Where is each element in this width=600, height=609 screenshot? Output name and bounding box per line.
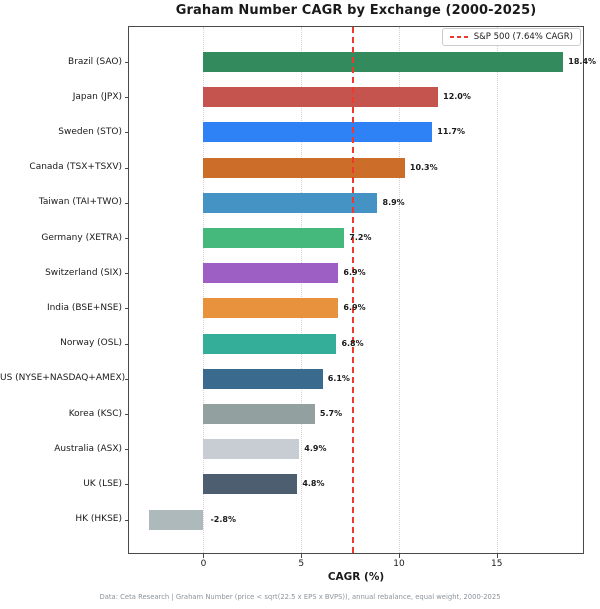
y-tick-label: Korea (KSC) <box>68 408 122 419</box>
y-tick-mark <box>125 343 128 345</box>
y-tick-mark <box>125 273 128 275</box>
bar-value-label: -2.8% <box>210 514 236 524</box>
bar <box>203 228 345 248</box>
bar <box>203 52 564 72</box>
y-tick-label: Brazil (SAO) <box>68 56 122 67</box>
bar-value-label: 18.4% <box>568 57 597 66</box>
x-tick-mark <box>399 554 401 558</box>
y-tick-mark <box>125 519 128 521</box>
y-tick-label: Australia (ASX) <box>54 443 122 454</box>
x-tick-label: 15 <box>491 559 503 569</box>
y-tick-label: HK (HKSE) <box>75 514 122 525</box>
bar-value-label: 8.9% <box>382 197 405 207</box>
bar <box>203 474 298 495</box>
y-tick-mark <box>125 62 128 63</box>
bar <box>203 404 315 424</box>
x-tick-mark <box>496 554 498 558</box>
x-tick-label: 0 <box>200 559 207 569</box>
bar-value-label: 6.9% <box>343 268 366 278</box>
y-tick-label: Switzerland (SIX) <box>45 267 122 278</box>
bar <box>203 192 378 213</box>
bar <box>203 298 339 319</box>
bar-value-label: 7.2% <box>349 233 372 242</box>
x-tick-label: 5 <box>298 559 305 569</box>
gridline <box>301 27 303 553</box>
legend: S&P 500 (7.64% CAGR) <box>441 28 581 46</box>
bar-value-label: 4.9% <box>304 444 327 454</box>
y-tick-mark <box>125 308 128 310</box>
bar <box>203 368 323 389</box>
reference-line-sp500 <box>351 27 354 553</box>
gridline <box>496 27 498 553</box>
bar-value-label: 6.8% <box>341 338 364 348</box>
y-tick-label: India (BSE+NSE) <box>46 302 122 313</box>
y-tick-label: UK (LSE) <box>83 478 122 489</box>
footer-note: Data: Ceta Research | Graham Number (pri… <box>99 593 501 601</box>
y-tick-mark <box>125 238 128 239</box>
bar-value-label: 5.7% <box>319 409 343 418</box>
bar <box>203 87 439 108</box>
x-tick-mark <box>203 554 205 558</box>
y-tick-mark <box>125 484 128 486</box>
gridline <box>203 27 205 553</box>
y-tick-mark <box>125 449 128 451</box>
y-tick-label: US (NYSE+NASDAQ+AMEX) <box>0 373 126 384</box>
y-tick-label: Canada (TSX+TSXV) <box>29 162 122 173</box>
gridline <box>399 27 401 553</box>
y-tick-label: Japan (JPX) <box>72 91 122 102</box>
y-tick-mark <box>125 202 128 204</box>
y-tick-mark <box>125 378 128 380</box>
bar <box>203 439 300 460</box>
bar <box>203 333 337 354</box>
bar <box>203 263 339 284</box>
y-tick-label: Germany (XETRA) <box>41 232 122 243</box>
y-tick-mark <box>125 167 128 169</box>
y-tick-label: Taiwan (TAI+TWO) <box>38 197 122 208</box>
bar <box>148 509 204 530</box>
bar-value-label: 6.9% <box>343 303 366 313</box>
y-tick-label: Norway (OSL) <box>60 338 122 349</box>
bar <box>203 122 433 143</box>
y-tick-mark <box>125 414 128 415</box>
bar-value-label: 12.0% <box>443 92 471 102</box>
bar <box>203 157 405 178</box>
bar-value-label: 11.7% <box>437 127 466 137</box>
y-tick-label: Sweden (STO) <box>58 126 122 137</box>
bar-value-label: 6.1% <box>327 373 350 383</box>
x-tick-mark <box>301 554 303 558</box>
dashed-line-icon <box>449 36 469 38</box>
legend-label: S&P 500 (7.64% CAGR) <box>473 32 573 42</box>
y-tick-mark <box>125 132 128 134</box>
y-tick-mark <box>125 97 128 99</box>
bar-value-label: 4.8% <box>302 479 325 489</box>
chart-title: Graham Number CAGR by Exchange (2000-202… <box>175 3 537 18</box>
x-tick-label: 10 <box>393 559 405 569</box>
bar-value-label: 10.3% <box>409 162 438 172</box>
x-axis-label: CAGR (%) <box>327 571 385 583</box>
